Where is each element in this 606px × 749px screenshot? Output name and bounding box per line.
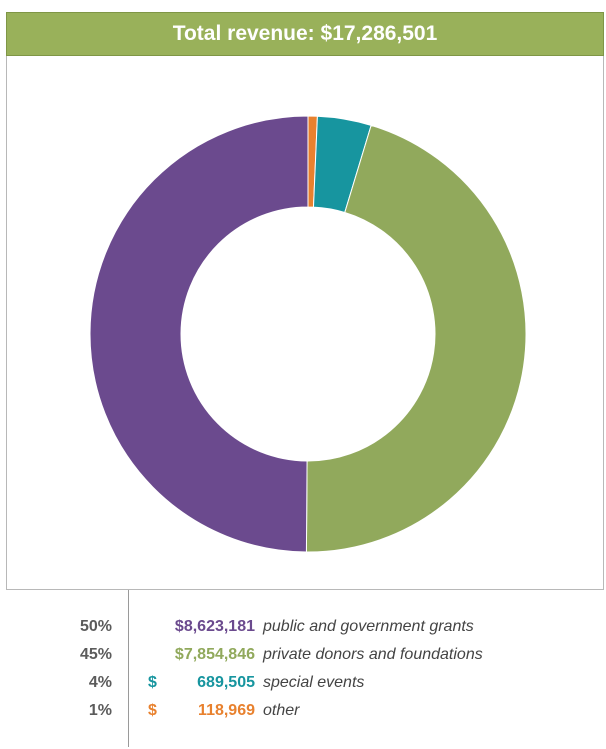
legend-percent: 45% [79,646,112,663]
donut-slice-public-and-government-grants [89,115,309,553]
legend-percent: 1% [88,702,112,719]
legend: 50% $8,623,181 public and government gra… [6,590,604,747]
legend-label: special events [263,674,365,691]
legend-amount: 689,505 [197,674,255,691]
legend-percent: 4% [88,674,112,691]
chart-title: Total revenue: $17,286,501 [6,12,604,56]
legend-row-other: 1% $ 118,969 other [6,702,604,726]
legend-dollar-sign: $ [148,702,157,719]
chart-panel [6,56,604,590]
legend-label: private donors and foundations [263,646,483,663]
legend-amount: 118,969 [198,702,255,719]
legend-label: public and government grants [263,618,474,635]
legend-row-special-events: 4% $ 689,505 special events [6,674,604,698]
donut-chart [89,115,527,553]
legend-amount: $8,623,181 [174,618,255,635]
legend-row-public-grants: 50% $8,623,181 public and government gra… [6,618,604,642]
legend-dollar-sign: $ [148,674,157,691]
donut-slice-private-donors-and-foundations [305,124,527,553]
legend-amount: $7,854,846 [174,646,255,663]
revenue-figure: Total revenue: $17,286,501 50% $8,623,18… [6,12,604,747]
legend-percent: 50% [79,618,112,635]
legend-row-private-donors: 45% $7,854,846 private donors and founda… [6,646,604,670]
legend-label: other [263,702,300,719]
legend-divider [128,590,129,747]
